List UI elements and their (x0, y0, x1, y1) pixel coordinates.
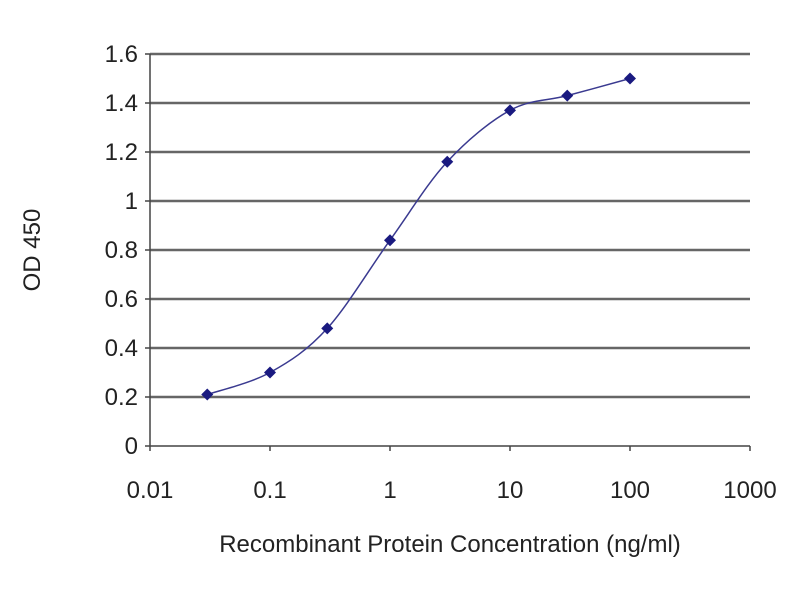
x-tick-label: 0.01 (127, 477, 174, 504)
data-point (201, 388, 214, 401)
x-tick-labels: 0.01 0.1 1 10 100 1000 (127, 477, 777, 504)
gridlines (150, 52, 750, 399)
data-point (321, 322, 334, 335)
y-tick-label: 0.4 (105, 335, 138, 362)
y-tick-label: 0.2 (105, 384, 138, 411)
y-tick-label: 1.2 (105, 139, 138, 166)
x-tick-label: 0.1 (253, 477, 286, 504)
data-point (264, 366, 276, 379)
series (201, 72, 636, 401)
x-axis-label: Recombinant Protein Concentration (ng/ml… (219, 531, 681, 558)
data-point (441, 155, 454, 168)
data-point (624, 72, 636, 85)
x-tick-label: 1000 (723, 477, 776, 504)
y-tick-label: 1 (125, 188, 138, 215)
x-tick-label: 10 (497, 477, 524, 504)
data-point (384, 234, 396, 247)
y-tick-label: 1.6 (105, 41, 138, 68)
y-tick-label: 0 (125, 433, 138, 460)
y-tick-label: 1.4 (105, 90, 138, 117)
data-point (504, 104, 516, 117)
y-tick-labels: 0 0.2 0.4 0.6 0.8 1 1.2 1.4 1.6 (105, 41, 138, 460)
y-axis-label: OD 450 (19, 209, 46, 292)
y-tick-label: 0.6 (105, 286, 138, 313)
y-tick-label: 0.8 (105, 237, 138, 264)
axes (145, 53, 751, 451)
x-tick-label: 1 (383, 477, 396, 504)
series-line (207, 77, 631, 396)
x-tick-label: 100 (610, 477, 650, 504)
data-point (561, 89, 574, 102)
